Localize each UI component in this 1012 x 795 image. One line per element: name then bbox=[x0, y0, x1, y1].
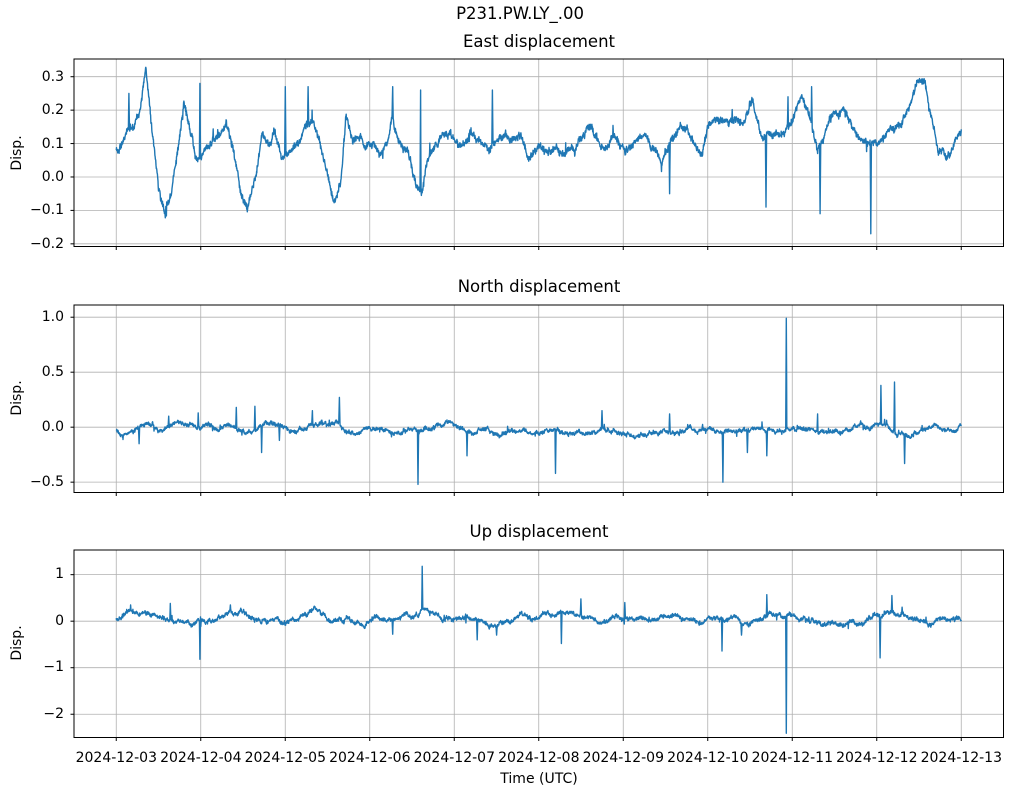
y-tick-label: −0.5 bbox=[30, 473, 64, 490]
y-tick-label: 0.0 bbox=[41, 169, 64, 185]
x-tick-label: 2024-12-13 bbox=[920, 750, 1002, 766]
y-tick-label: 0 bbox=[55, 612, 64, 629]
x-tick-label: 2024-12-09 bbox=[582, 750, 664, 766]
x-tick-label: 2024-12-05 bbox=[244, 750, 326, 766]
plot-area-east bbox=[70, 58, 1004, 250]
y-tick-label: −0.1 bbox=[30, 202, 64, 219]
y-tick-label: 0.0 bbox=[41, 418, 64, 435]
y-tick-label: 0.3 bbox=[41, 68, 64, 85]
data-line-east bbox=[115, 66, 962, 235]
subplot-title-up: Up displacement bbox=[469, 522, 609, 541]
plot-area-up bbox=[70, 549, 1004, 741]
x-tick-label: 2024-12-12 bbox=[836, 750, 918, 766]
data-line-up bbox=[115, 565, 962, 734]
y-tick-label: −0.2 bbox=[30, 235, 64, 252]
plot-area-north bbox=[70, 304, 1004, 496]
y-tick-label: 0.5 bbox=[41, 363, 64, 380]
x-tick-label: 2024-12-06 bbox=[329, 750, 411, 766]
y-tick-label: −1 bbox=[43, 659, 64, 676]
y-tick-label: 1.0 bbox=[41, 308, 64, 325]
figure-suptitle: P231.PW.LY_.00 bbox=[456, 4, 584, 23]
x-tick-label: 2024-12-08 bbox=[498, 750, 580, 766]
x-axis-label: Time (UTC) bbox=[500, 771, 578, 787]
y-tick-label: −2 bbox=[43, 705, 64, 722]
data-line-north bbox=[115, 317, 962, 485]
x-tick-label: 2024-12-04 bbox=[160, 750, 242, 766]
y-tick-label: 0.1 bbox=[41, 135, 64, 152]
subplot-title-east: East displacement bbox=[462, 32, 616, 51]
x-tick-label: 2024-12-10 bbox=[667, 750, 749, 766]
x-tick-label: 2024-12-11 bbox=[751, 750, 833, 766]
x-tick-label: 2024-12-07 bbox=[413, 750, 495, 766]
subplot-title-north: North displacement bbox=[457, 277, 621, 296]
y-tick-label: 0.2 bbox=[41, 102, 64, 119]
x-tick-label: 2024-12-03 bbox=[75, 750, 157, 766]
y-tick-label: 1 bbox=[55, 566, 64, 583]
